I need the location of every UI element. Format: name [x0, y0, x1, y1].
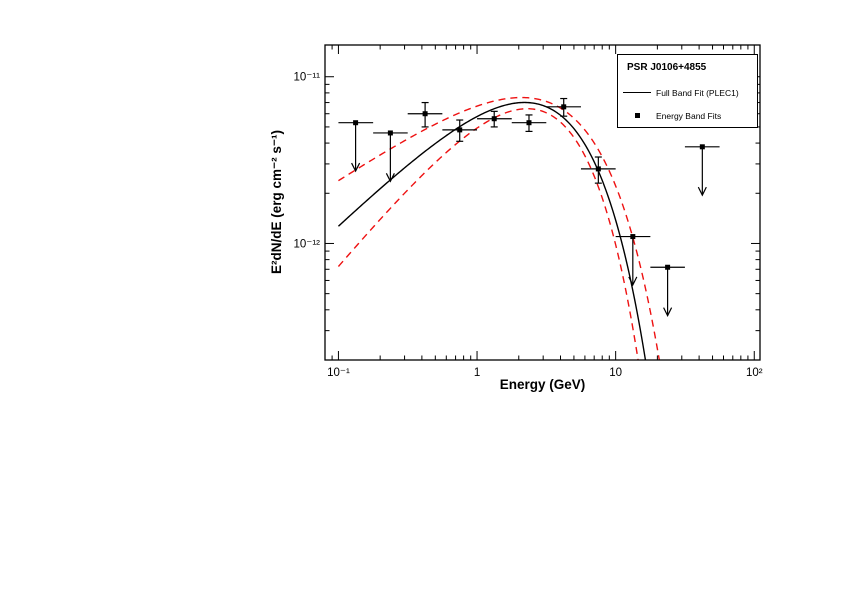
band-fit-marker-swatch — [634, 113, 640, 118]
legend-fit-label: Full Band Fit (PLEC1) — [656, 87, 739, 98]
data-point — [477, 110, 512, 128]
fit-curve-lower-uncertainty — [337, 107, 639, 360]
y-tick-label: 10⁻¹¹ — [293, 72, 320, 84]
fit-curves-group — [337, 96, 661, 360]
legend-entry-energy-band-fits: Energy Band Fits — [618, 104, 757, 127]
x-tick-label: 10 — [609, 367, 622, 379]
upper-limit-point — [684, 144, 720, 197]
legend-swatch-cell — [618, 92, 656, 93]
upper-limit-arrow-head — [385, 173, 395, 183]
upper-limit-arrow-head — [628, 276, 638, 287]
fit-line-swatch — [623, 92, 651, 93]
upper-limit-point — [650, 264, 685, 317]
data-point — [580, 156, 616, 184]
legend-title: PSR J0106+4855 — [627, 62, 707, 73]
x-tick-label: 10⁻¹ — [327, 367, 350, 379]
x-tick-label: 10² — [746, 367, 763, 379]
y-tick-label: 10⁻¹² — [293, 238, 320, 250]
legend: PSR J0106+4855 Full Band Fit (PLEC1) Ene… — [617, 54, 758, 128]
data-point — [407, 101, 443, 128]
x-axis-title: Energy (GeV) — [499, 377, 586, 392]
legend-points-label: Energy Band Fits — [656, 110, 722, 121]
upper-limit-point — [373, 130, 408, 183]
upper-limit-point — [338, 120, 374, 173]
axes-group: 10⁻¹ 1 10 10² 10⁻¹¹ 10⁻¹² — [293, 44, 763, 379]
data-point — [511, 114, 547, 133]
data-point — [546, 97, 581, 117]
data-point — [442, 119, 478, 142]
data-points-group — [338, 97, 720, 317]
upper-limit-point — [615, 234, 651, 287]
legend-swatch-cell — [618, 113, 656, 118]
legend-entry-full-band-fit: Full Band Fit (PLEC1) — [618, 81, 757, 104]
fit-curve-upper-uncertainty — [338, 96, 661, 360]
plot-frame — [324, 44, 761, 361]
upper-limit-arrow-head — [697, 186, 707, 197]
upper-limit-arrow-head — [351, 162, 361, 173]
fit-curve-central — [337, 101, 647, 360]
y-axis-title: E²dN/dE (erg cm⁻² s⁻¹) — [269, 129, 284, 275]
upper-limit-arrow-head — [663, 307, 673, 317]
x-tick-label: 1 — [474, 367, 480, 379]
